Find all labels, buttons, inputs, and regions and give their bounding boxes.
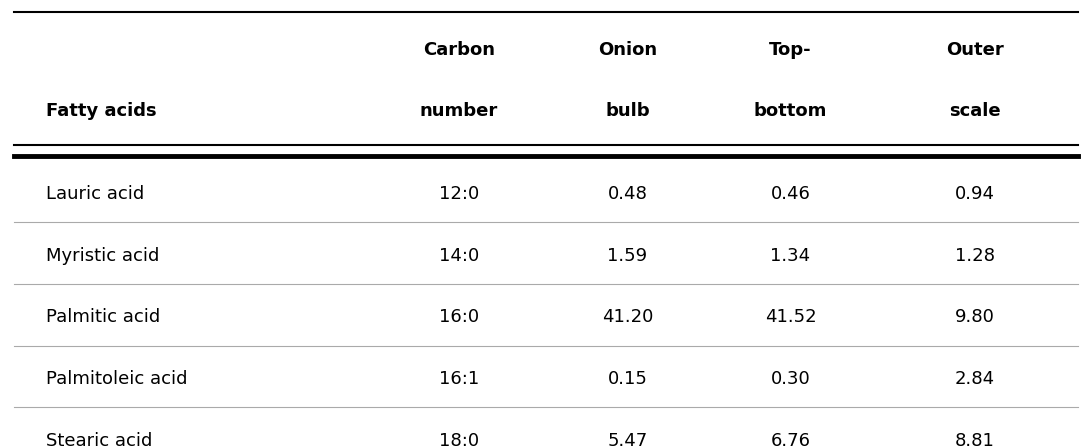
- Text: 0.48: 0.48: [607, 185, 648, 203]
- Text: Top-: Top-: [769, 41, 811, 59]
- Text: 1.59: 1.59: [607, 247, 648, 265]
- Text: 5.47: 5.47: [607, 432, 648, 447]
- Text: Palmitoleic acid: Palmitoleic acid: [46, 370, 188, 388]
- Text: Carbon: Carbon: [423, 41, 495, 59]
- Text: bulb: bulb: [605, 101, 650, 120]
- Text: 9.80: 9.80: [956, 308, 995, 326]
- Text: 18:0: 18:0: [439, 432, 479, 447]
- Text: 16:0: 16:0: [439, 308, 479, 326]
- Text: 12:0: 12:0: [439, 185, 479, 203]
- Text: 0.94: 0.94: [956, 185, 995, 203]
- Text: Stearic acid: Stearic acid: [46, 432, 153, 447]
- Text: Lauric acid: Lauric acid: [46, 185, 144, 203]
- Text: Myristic acid: Myristic acid: [46, 247, 159, 265]
- Text: 1.34: 1.34: [770, 247, 810, 265]
- Text: Palmitic acid: Palmitic acid: [46, 308, 161, 326]
- Text: Outer: Outer: [947, 41, 1004, 59]
- Text: 1.28: 1.28: [956, 247, 995, 265]
- Text: 16:1: 16:1: [439, 370, 479, 388]
- Text: 8.81: 8.81: [956, 432, 995, 447]
- Text: 14:0: 14:0: [439, 247, 479, 265]
- Text: 41.20: 41.20: [602, 308, 653, 326]
- Text: 0.46: 0.46: [771, 185, 810, 203]
- Text: 0.30: 0.30: [771, 370, 810, 388]
- Text: bottom: bottom: [753, 101, 827, 120]
- Text: Onion: Onion: [598, 41, 657, 59]
- Text: scale: scale: [949, 101, 1001, 120]
- Text: number: number: [420, 101, 498, 120]
- Text: 0.15: 0.15: [607, 370, 648, 388]
- Text: Fatty acids: Fatty acids: [46, 101, 157, 120]
- Text: 2.84: 2.84: [956, 370, 995, 388]
- Text: 41.52: 41.52: [764, 308, 816, 326]
- Text: 6.76: 6.76: [771, 432, 810, 447]
